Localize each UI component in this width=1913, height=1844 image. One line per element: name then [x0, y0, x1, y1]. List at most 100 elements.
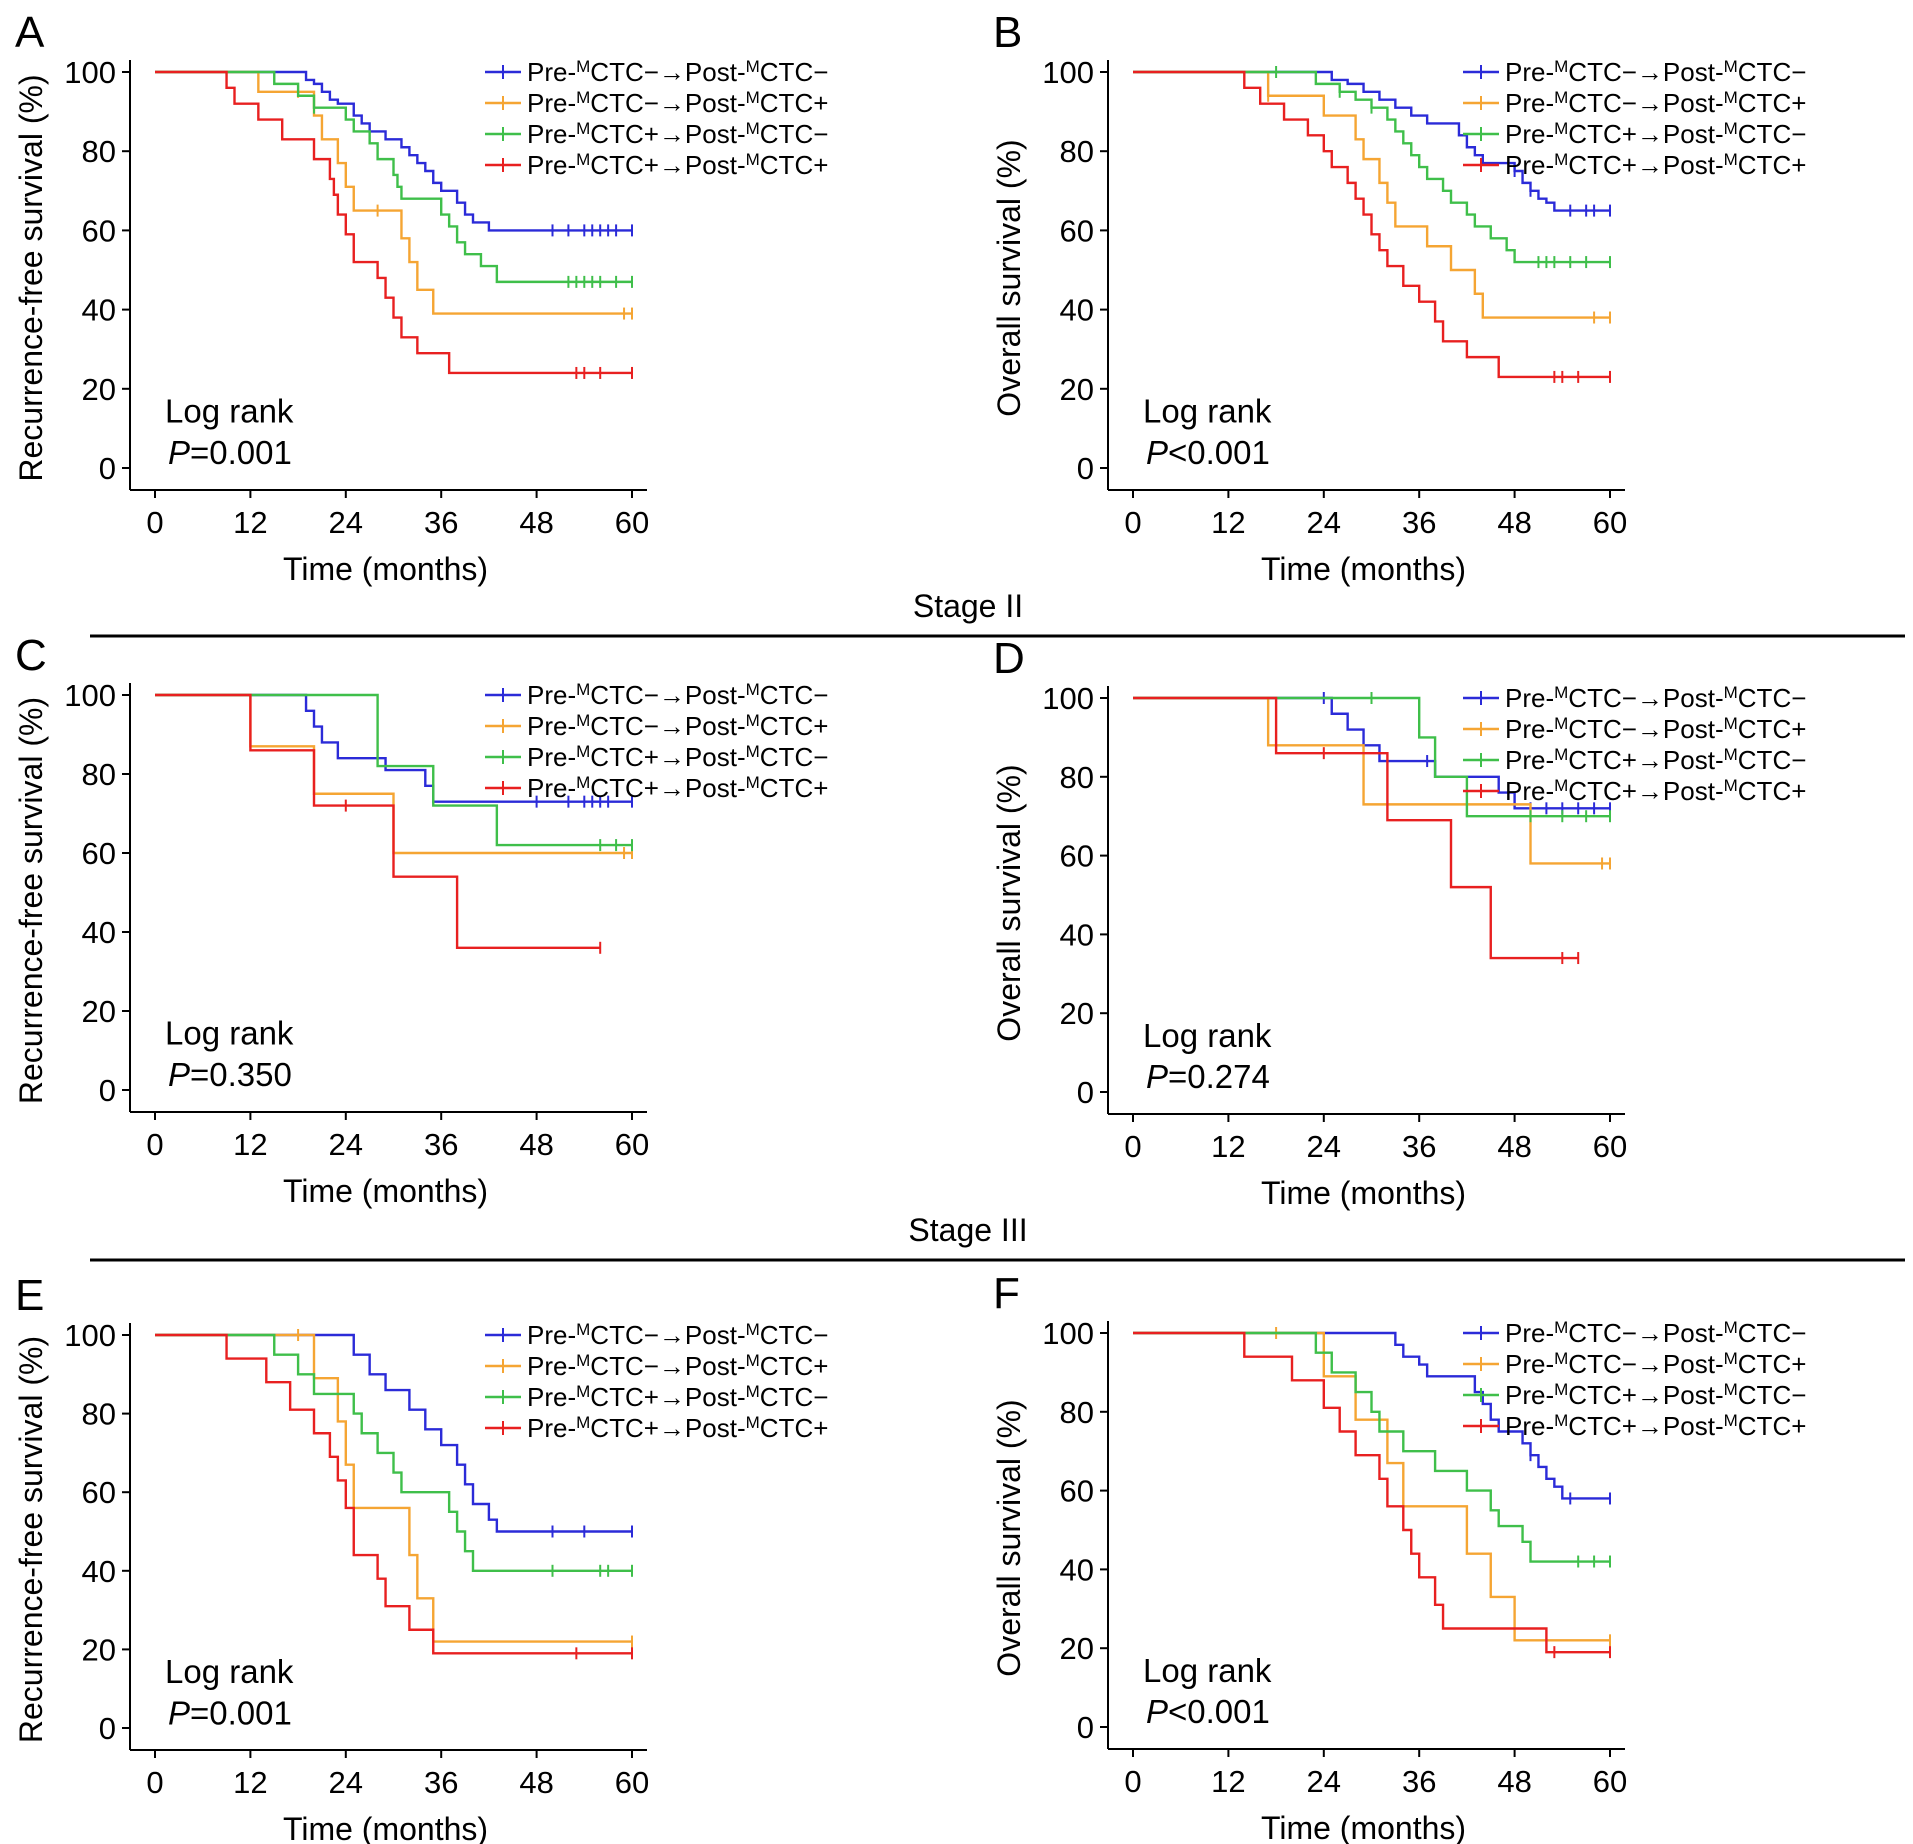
panel-f-legend-item-green: Pre-MCTC+→Post-MCTC− [1463, 1380, 1806, 1410]
panel-e-curve-blue [155, 1333, 632, 1533]
panel-c-legend-label-red: Pre-MCTC+→Post-MCTC+ [527, 773, 828, 803]
panel-b-ytick-label-0: 0 [1077, 451, 1094, 486]
stage-iii-label: Stage III [908, 1212, 1027, 1248]
panel-a-ytick-label-100: 100 [64, 55, 116, 90]
panel-e-legend-item-red: Pre-MCTC+→Post-MCTC+ [485, 1413, 828, 1443]
panel-c-legend-item-blue: Pre-MCTC−→Post-MCTC− [485, 680, 828, 710]
panel-f-legend-item-red: Pre-MCTC+→Post-MCTC+ [1463, 1411, 1806, 1441]
panel-a-legend: Pre-MCTC−→Post-MCTC−Pre-MCTC−→Post-MCTC+… [485, 57, 828, 180]
panel-b-legend-label-green: Pre-MCTC+→Post-MCTC− [1505, 119, 1806, 149]
panel-f-y-axis-title: Overall survival (%) [991, 1399, 1027, 1676]
panel-c-curve-blue [155, 693, 632, 803]
panel-e-legend-label-orange: Pre-MCTC−→Post-MCTC+ [527, 1351, 828, 1381]
panel-f-xtick-label-60: 60 [1593, 1764, 1627, 1799]
panel-c-legend-label-orange: Pre-MCTC−→Post-MCTC+ [527, 711, 828, 741]
panel-d-legend-item-red: Pre-MCTC+→Post-MCTC+ [1463, 776, 1806, 806]
panel-b-ytick-label-20: 20 [1060, 372, 1094, 407]
panel-d-series-orange [1133, 696, 1611, 870]
panel-c-legend: Pre-MCTC−→Post-MCTC−Pre-MCTC−→Post-MCTC+… [485, 680, 828, 803]
panel-e-xtick-label-24: 24 [329, 1765, 363, 1800]
panel-f-legend-label-blue: Pre-MCTC−→Post-MCTC− [1505, 1318, 1806, 1348]
panel-c-ytick-label-20: 20 [82, 994, 116, 1029]
panel-a-legend-label-orange: Pre-MCTC−→Post-MCTC+ [527, 88, 828, 118]
panel-d-curve-orange [1133, 696, 1610, 865]
panel-f-xtick-label-48: 48 [1497, 1764, 1531, 1799]
panel-d-ytick-label-100: 100 [1042, 681, 1094, 716]
panel-f-logrank-title: Log rank [1143, 1652, 1272, 1689]
panel-b-xtick-label-12: 12 [1211, 505, 1245, 540]
panel-f-curve-blue [1133, 1331, 1610, 1500]
panel-e-ytick-label-40: 40 [82, 1554, 116, 1589]
panel-c-logrank-p-value: =0.350 [190, 1056, 292, 1093]
panel-f-xtick-label-24: 24 [1307, 1764, 1341, 1799]
panels: A 0 20 40 60 80 100 0 12 24 36 48 60 Time (months) Rec… [13, 8, 1806, 1844]
panel-e-letter: E [15, 1271, 44, 1320]
panel-f-legend-label-red: Pre-MCTC+→Post-MCTC+ [1505, 1411, 1806, 1441]
panel-b-legend-item-orange: Pre-MCTC−→Post-MCTC+ [1463, 88, 1806, 118]
panel-d-legend-item-orange: Pre-MCTC−→Post-MCTC+ [1463, 714, 1806, 744]
panel-e-logrank-p-value: =0.001 [190, 1694, 292, 1731]
panel-a-legend-item-blue: Pre-MCTC−→Post-MCTC− [485, 57, 828, 87]
panel-d-legend-item-green: Pre-MCTC+→Post-MCTC− [1463, 745, 1806, 775]
panel-c-ytick-label-0: 0 [99, 1073, 116, 1108]
panel-c-logrank-title: Log rank [165, 1015, 294, 1052]
panel-f-ytick-label-0: 0 [1077, 1710, 1094, 1745]
panel-e-legend-label-blue: Pre-MCTC−→Post-MCTC− [527, 1320, 828, 1350]
panel-a-logrank-title: Log rank [165, 393, 294, 430]
panel-a-legend-label-red: Pre-MCTC+→Post-MCTC+ [527, 150, 828, 180]
panel-a-xtick-label-36: 36 [424, 505, 458, 540]
panel-b-legend-item-blue: Pre-MCTC−→Post-MCTC− [1463, 57, 1806, 87]
panel-d-logrank-p-value: =0.274 [1168, 1058, 1270, 1095]
panel-a-series-green [155, 70, 633, 288]
stage-iii-divider: Stage III [90, 1212, 1905, 1262]
panel-b-legend-item-green: Pre-MCTC+→Post-MCTC− [1463, 119, 1806, 149]
panel-d-xtick-label-0: 0 [1124, 1129, 1141, 1164]
panel-e-ytick-label-80: 80 [82, 1397, 116, 1432]
panel-c-legend-label-blue: Pre-MCTC−→Post-MCTC− [527, 680, 828, 710]
panel-b-series-blue [1133, 70, 1611, 217]
panel-e-legend: Pre-MCTC−→Post-MCTC−Pre-MCTC−→Post-MCTC+… [485, 1320, 828, 1443]
panel-f-legend: Pre-MCTC−→Post-MCTC−Pre-MCTC−→Post-MCTC+… [1463, 1318, 1806, 1441]
panel-d-series-red [1133, 696, 1580, 965]
panel-b-curve-orange [1133, 70, 1610, 319]
panel-c-xtick-label-12: 12 [233, 1127, 267, 1162]
panel-c-legend-label-green: Pre-MCTC+→Post-MCTC− [527, 742, 828, 772]
panel-c-xtick-label-60: 60 [615, 1127, 649, 1162]
panel-d-logrank-p-symbol: P [1146, 1058, 1168, 1095]
panel-a: A 0 20 40 60 80 100 0 12 24 36 48 60 Time (months) Rec… [13, 8, 828, 587]
panel-d-letter: D [993, 634, 1025, 683]
panel-c-logrank-p-symbol: P [168, 1056, 190, 1093]
panel-c-legend-item-green: Pre-MCTC+→Post-MCTC− [485, 742, 828, 772]
panel-b-legend: Pre-MCTC−→Post-MCTC−Pre-MCTC−→Post-MCTC+… [1463, 57, 1806, 180]
panel-a-logrank-p-symbol: P [168, 434, 190, 471]
panel-f-legend-item-orange: Pre-MCTC−→Post-MCTC+ [1463, 1349, 1806, 1379]
panel-d-xtick-label-24: 24 [1307, 1129, 1341, 1164]
panel-c-xtick-label-24: 24 [329, 1127, 363, 1162]
panel-b-legend-label-orange: Pre-MCTC−→Post-MCTC+ [1505, 88, 1806, 118]
panel-f-series-blue [1133, 1331, 1611, 1505]
panel-a-legend-item-green: Pre-MCTC+→Post-MCTC− [485, 119, 828, 149]
panel-d-xtick-label-12: 12 [1211, 1129, 1245, 1164]
panel-a-curve-blue [155, 70, 632, 232]
panel-f-x-axis-title: Time (months) [1261, 1810, 1466, 1844]
panel-e-legend-item-orange: Pre-MCTC−→Post-MCTC+ [485, 1351, 828, 1381]
panel-d-legend-label-blue: Pre-MCTC−→Post-MCTC− [1505, 683, 1806, 713]
panel-c-legend-item-orange: Pre-MCTC−→Post-MCTC+ [485, 711, 828, 741]
panel-a-ytick-label-60: 60 [82, 213, 116, 248]
panel-c-letter: C [15, 631, 47, 680]
panel-a-x-axis-title: Time (months) [283, 551, 488, 587]
panel-c-series-blue [155, 693, 633, 808]
panel-e-legend-item-blue: Pre-MCTC−→Post-MCTC− [485, 1320, 828, 1350]
panel-c-series-green [155, 693, 633, 852]
panel-a-letter: A [15, 8, 45, 57]
panel-d-xtick-label-60: 60 [1593, 1129, 1627, 1164]
panel-e-ytick-label-100: 100 [64, 1318, 116, 1353]
panel-b-logrank-p: P<0.001 [1146, 434, 1270, 471]
panel-c-series-red [155, 693, 602, 954]
panel-a-ytick-label-40: 40 [82, 293, 116, 328]
panel-c-x-axis-title: Time (months) [283, 1173, 488, 1209]
panel-e-x-axis-title: Time (months) [283, 1811, 488, 1844]
panel-d-logrank-p: P=0.274 [1146, 1058, 1270, 1095]
panel-d-xtick-label-48: 48 [1497, 1129, 1531, 1164]
panel-d-series-green [1133, 692, 1611, 823]
